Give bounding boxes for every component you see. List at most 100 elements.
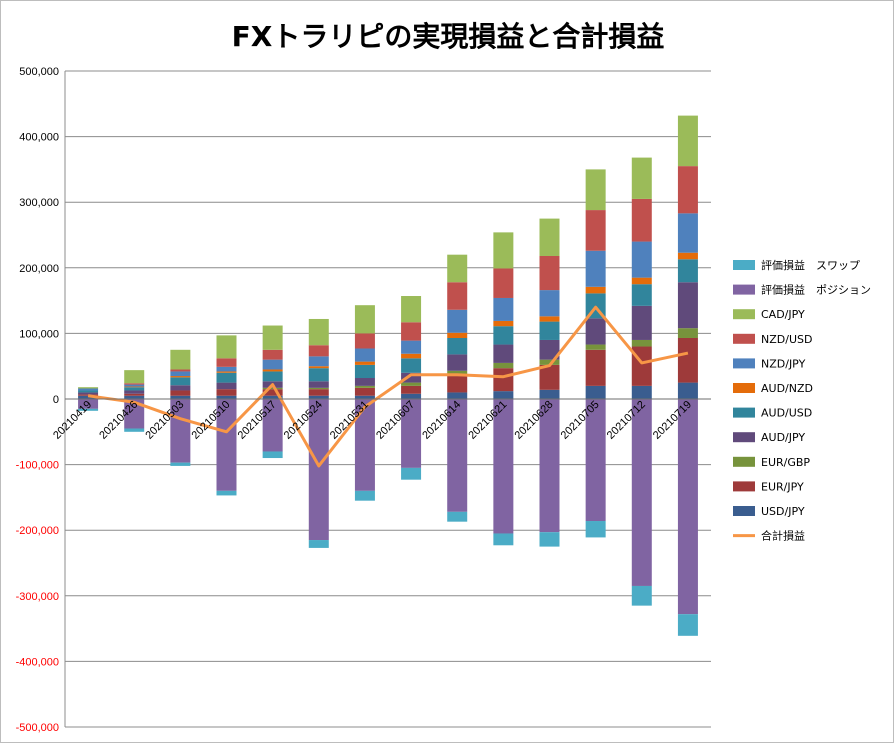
y-tick-label: -100,000 bbox=[16, 460, 59, 472]
bar-aud-jpy bbox=[216, 382, 237, 390]
bar-valuation-position bbox=[585, 399, 606, 522]
bar-aud-nzd bbox=[493, 320, 514, 327]
bar-nzd-usd bbox=[401, 322, 422, 341]
bar-aud-jpy bbox=[631, 305, 652, 340]
bar-eur-jpy bbox=[216, 389, 237, 396]
bar-eur-jpy bbox=[124, 393, 145, 396]
bar-eur-jpy bbox=[539, 364, 560, 390]
bar-valuation-swap bbox=[354, 490, 375, 501]
bar-nzd-jpy bbox=[401, 340, 422, 354]
bar-usd-jpy bbox=[585, 385, 606, 399]
bar-aud-nzd bbox=[631, 277, 652, 285]
bar-aud-usd bbox=[401, 358, 422, 373]
bar-aud-jpy bbox=[677, 282, 698, 329]
bar-nzd-jpy bbox=[170, 371, 191, 377]
bar-aud-jpy bbox=[308, 381, 329, 388]
bar-aud-jpy bbox=[78, 392, 99, 395]
bar-aud-nzd bbox=[447, 332, 468, 338]
legend-label: EUR/JPY bbox=[761, 480, 804, 493]
bar-eur-gbp bbox=[493, 362, 514, 369]
bar-aud-usd bbox=[78, 390, 99, 393]
bar-cad-jpy bbox=[631, 157, 652, 199]
bar-aud-jpy bbox=[354, 378, 375, 386]
bar-valuation-position bbox=[124, 399, 145, 429]
bar-aud-nzd bbox=[124, 386, 145, 388]
bar-valuation-position bbox=[493, 399, 514, 534]
y-tick-label: -200,000 bbox=[16, 525, 59, 537]
bar-aud-nzd bbox=[585, 286, 606, 294]
bar-eur-jpy bbox=[677, 337, 698, 383]
bar-cad-jpy bbox=[447, 254, 468, 283]
bar-eur-gbp bbox=[585, 344, 606, 350]
bar-valuation-swap bbox=[78, 408, 99, 411]
legend-swatch bbox=[733, 284, 755, 295]
bar-cad-jpy bbox=[78, 387, 99, 389]
bar-aud-usd bbox=[493, 326, 514, 345]
bar-usd-jpy bbox=[262, 395, 283, 399]
y-tick-label: -300,000 bbox=[16, 591, 59, 603]
bar-eur-gbp bbox=[354, 385, 375, 388]
bar-eur-jpy bbox=[308, 389, 329, 396]
bar-aud-usd bbox=[308, 368, 329, 382]
bar-nzd-jpy bbox=[447, 309, 468, 333]
bar-eur-gbp bbox=[677, 328, 698, 338]
bar-cad-jpy bbox=[262, 325, 283, 350]
bar-valuation-position bbox=[216, 399, 237, 491]
y-tick-label: -400,000 bbox=[16, 656, 59, 668]
bar-nzd-usd bbox=[354, 333, 375, 349]
bar-valuation-position bbox=[539, 399, 560, 533]
bar-eur-jpy bbox=[262, 389, 283, 396]
bar-aud-jpy bbox=[585, 318, 606, 345]
y-tick-label: 200,000 bbox=[19, 263, 59, 275]
legend-swatch bbox=[733, 309, 755, 320]
bar-usd-jpy bbox=[354, 395, 375, 399]
bar-valuation-position bbox=[677, 399, 698, 615]
bar-aud-nzd bbox=[677, 252, 698, 260]
legend-swatch bbox=[733, 358, 755, 369]
bar-valuation-position bbox=[170, 399, 191, 463]
bar-aud-usd bbox=[170, 377, 191, 386]
bar-aud-jpy bbox=[170, 385, 191, 391]
bar-valuation-swap bbox=[124, 428, 145, 432]
bar-valuation-swap bbox=[631, 585, 652, 606]
bar-nzd-usd bbox=[677, 166, 698, 214]
legend-label: 合計損益 bbox=[761, 529, 805, 543]
bar-valuation-swap bbox=[539, 532, 560, 547]
bar-nzd-jpy bbox=[585, 250, 606, 287]
bar-aud-usd bbox=[447, 337, 468, 355]
bar-usd-jpy bbox=[631, 385, 652, 399]
legend-swatch bbox=[733, 260, 755, 270]
bar-cad-jpy bbox=[539, 218, 560, 256]
bar-nzd-jpy bbox=[124, 384, 145, 387]
bar-nzd-usd bbox=[447, 282, 468, 310]
bar-eur-jpy bbox=[78, 394, 99, 396]
bar-eur-jpy bbox=[493, 368, 514, 392]
bar-valuation-swap bbox=[216, 490, 237, 496]
bar-nzd-jpy bbox=[308, 356, 329, 367]
bars-layer bbox=[78, 115, 698, 636]
bar-eur-jpy bbox=[170, 390, 191, 396]
bar-nzd-usd bbox=[308, 345, 329, 357]
bar-eur-jpy bbox=[447, 376, 468, 393]
bar-nzd-usd bbox=[170, 369, 191, 372]
bar-aud-nzd bbox=[170, 376, 191, 378]
bar-nzd-jpy bbox=[216, 366, 237, 372]
y-tick-label: 0 bbox=[53, 394, 59, 406]
bar-usd-jpy bbox=[78, 395, 99, 399]
bar-valuation-swap bbox=[585, 521, 606, 538]
bar-valuation-swap bbox=[401, 467, 422, 480]
bar-nzd-jpy bbox=[78, 388, 99, 391]
legend-label: USD/JPY bbox=[761, 505, 805, 518]
bar-eur-jpy bbox=[585, 349, 606, 386]
legend-label: 評価損益 ポジション bbox=[761, 283, 871, 297]
bar-aud-nzd bbox=[354, 361, 375, 365]
bar-aud-usd bbox=[124, 387, 145, 391]
bar-nzd-jpy bbox=[262, 359, 283, 370]
bar-nzd-jpy bbox=[354, 348, 375, 362]
bar-cad-jpy bbox=[170, 349, 191, 370]
bar-aud-nzd bbox=[539, 316, 560, 322]
bar-valuation-swap bbox=[447, 511, 468, 522]
bar-aud-jpy bbox=[401, 372, 422, 383]
